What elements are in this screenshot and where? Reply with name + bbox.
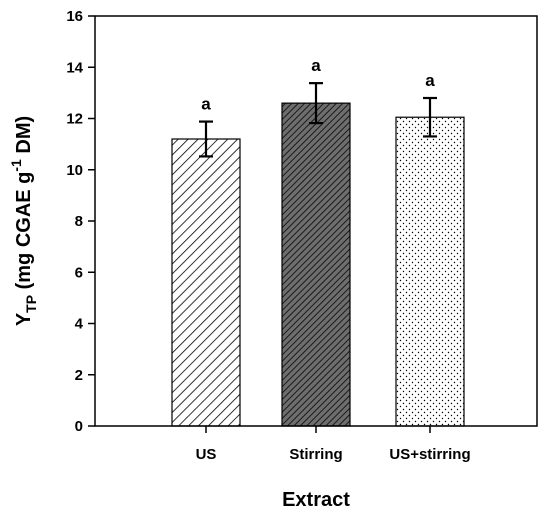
x-axis-title: Extract (282, 489, 350, 511)
y-axis-title-subscript: TP (23, 295, 39, 313)
y-tick-label: 6 (75, 264, 83, 281)
y-tick-label: 8 (75, 213, 83, 230)
significance-label: a (311, 56, 321, 75)
y-axis-title-unit-open: (mg CGAE g (13, 172, 35, 295)
y-tick-label: 12 (66, 111, 83, 128)
y-tick-label: 16 (66, 8, 83, 25)
y-tick-label: 4 (75, 316, 84, 333)
y-tick-label: 2 (75, 367, 83, 384)
y-tick-label: 0 (75, 418, 83, 435)
x-axis-ticks: US Stirring US+stirring (196, 426, 471, 463)
y-axis-title-superscript: -1 (8, 159, 24, 172)
y-axis-ticks: 0 2 4 6 8 10 12 14 16 (66, 8, 95, 435)
y-tick-label: 10 (66, 162, 83, 179)
bars (171, 102, 465, 427)
significance-label: a (425, 71, 435, 90)
y-tick-label: 14 (66, 59, 83, 76)
error-bars (199, 82, 437, 158)
error-bar (423, 96, 437, 138)
y-axis-title-unit-close: DM) (13, 116, 35, 159)
x-tick-label: US (196, 446, 217, 463)
bar-us-stirring (395, 116, 465, 427)
error-bar (199, 120, 213, 158)
x-tick-label: Stirring (289, 446, 342, 463)
x-tick-label: US+stirring (389, 446, 470, 463)
y-axis-title-main: Y (13, 312, 35, 326)
bar-stirring (281, 102, 351, 427)
y-axis-title: YTP (mg CGAE g-1 DM) (8, 116, 39, 326)
bar-us (171, 138, 241, 427)
significance-label: a (201, 95, 211, 114)
significance-labels: a a a (201, 56, 435, 113)
error-bar (309, 82, 323, 125)
